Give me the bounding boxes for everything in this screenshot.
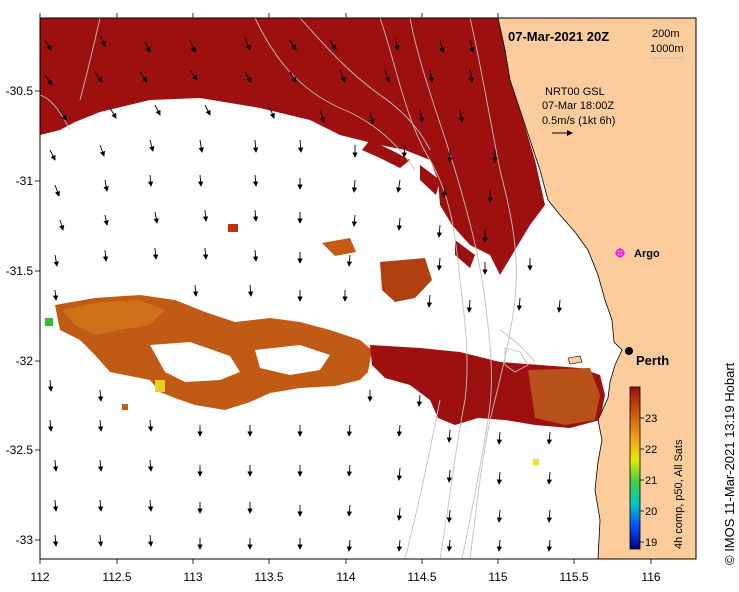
colorbar-tick-19: 19 xyxy=(645,537,657,549)
colorbar-tick-22: 22 xyxy=(645,444,657,456)
sst-band-holes xyxy=(150,342,330,382)
bathymetry-contours xyxy=(40,18,536,559)
y-tick-32: -32 xyxy=(16,354,34,368)
colorbar-ticks xyxy=(640,417,644,543)
argo-marker[interactable] xyxy=(615,248,625,258)
depth-legend-200m: 200m xyxy=(652,28,680,40)
x-tick-114: 114 xyxy=(336,570,355,584)
colorbar-gradient xyxy=(629,386,641,550)
y-tick-30-5: -30.5 xyxy=(6,84,34,98)
x-axis-ticks xyxy=(39,13,652,564)
garden-island xyxy=(567,355,583,365)
y-tick-33: -33 xyxy=(16,533,34,547)
sst-patch-mid xyxy=(380,258,432,302)
x-tick-115: 115 xyxy=(488,570,507,584)
y-tick-32-5: -32.5 xyxy=(6,443,34,457)
sst-pixel-2 xyxy=(122,404,128,410)
wind-info-scale: 0.5m/s (1kt 6h) xyxy=(542,115,615,127)
x-tick-112: 112 xyxy=(30,570,49,584)
sst-pixel xyxy=(228,224,238,232)
sst-pixel-yellow-2 xyxy=(533,459,539,465)
y-axis-ticks xyxy=(35,90,40,541)
x-tick-115-5: 115.5 xyxy=(559,570,588,584)
map-title: 07-Mar-2021 20Z xyxy=(508,29,609,44)
sst-warm-band-east-orange xyxy=(528,368,600,425)
wind-info-source: NRT00 GSL xyxy=(545,86,605,98)
argo-label: Argo xyxy=(634,248,660,260)
wind-info-time: 07-Mar 18:00Z xyxy=(542,100,614,112)
wind-arrows xyxy=(44,34,563,552)
sst-patch-small xyxy=(322,238,356,256)
colorbar-tick-20: 20 xyxy=(645,506,657,518)
x-tick-113: 113 xyxy=(183,570,202,584)
sst-warm-band-orange xyxy=(62,300,165,335)
imos-credit: © IMOS 11-Mar-2021 13:19 Hobart xyxy=(722,362,737,565)
depth-legend-1000m: 1000m xyxy=(650,43,684,55)
perth-marker[interactable] xyxy=(625,347,633,355)
land-western-australia xyxy=(497,18,696,559)
x-tick-116: 116 xyxy=(641,570,660,584)
map-frame xyxy=(39,17,697,560)
x-tick-113-5: 113.5 xyxy=(254,570,283,584)
colorbar-tick-21: 21 xyxy=(645,475,657,487)
x-tick-114-5: 114.5 xyxy=(407,570,436,584)
perth-label: Perth xyxy=(636,353,669,368)
sst-warm-north xyxy=(40,18,545,275)
y-tick-31: -31 xyxy=(16,174,34,188)
colorbar-title: 4h comp, p50, All Sats xyxy=(673,439,685,549)
sst-pixel-yellow xyxy=(155,380,165,392)
x-tick-112-5: 112.5 xyxy=(102,570,131,584)
sst-pixel-green xyxy=(45,318,53,326)
sst-warm-north-noise xyxy=(362,140,475,268)
colorbar-tick-23: 23 xyxy=(645,413,657,425)
y-tick-31-5: -31.5 xyxy=(6,264,34,278)
